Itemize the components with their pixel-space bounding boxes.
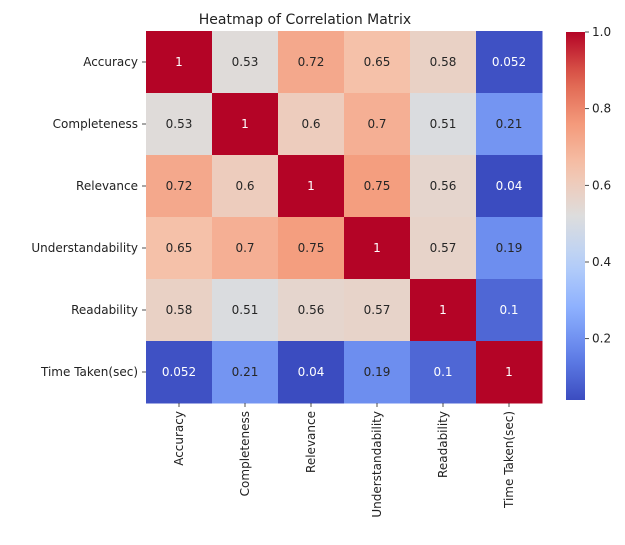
heatmap-cell-label: 0.7 [367,117,386,131]
heatmap-cell-accuracy-time-taken-sec [476,31,543,94]
x-axis-ticks: Accuracy Completeness Relevance Understanda… [172,403,516,518]
x-tick-label-completeness: Completeness [238,411,252,496]
heatmap-cell-label: 1 [373,241,381,255]
heatmap-cell-understandability-accuracy [146,217,213,280]
heatmap-cell-completeness-relevance [278,93,345,156]
y-tick-label-readability: Readability [71,303,138,317]
heatmap-cell-time-taken-sec-accuracy [146,341,213,404]
heatmap-cell-label: 0.1 [433,365,452,379]
heatmap-cell-label: 0.04 [298,365,325,379]
heatmap-cell-accuracy-relevance [278,31,345,94]
heatmap-cell-relevance-time-taken-sec [476,155,543,218]
colorbar-tick-label: 0.2 [592,332,611,346]
heatmap-cell-relevance-readability [410,155,477,218]
heatmap-cell-label: 0.75 [364,179,391,193]
heatmap-cell-label: 0.75 [298,241,325,255]
y-tick-label-relevance: Relevance [76,179,138,193]
heatmap-cell-readability-completeness [212,279,279,342]
heatmap-cell-label: 0.6 [235,179,254,193]
y-tick-label-time-taken-sec: Time Taken(sec) [40,365,138,379]
heatmap-cell-time-taken-sec-understandability [344,341,411,404]
heatmap-cell-label: 0.72 [298,55,325,69]
heatmap-cell-understandability-relevance [278,217,345,280]
heatmap-cell-completeness-understandability [344,93,411,156]
y-tick-label-completeness: Completeness [53,117,138,131]
heatmap-cell-label: 0.7 [235,241,254,255]
heatmap-cell-understandability-time-taken-sec [476,217,543,280]
heatmap-cell-completeness-time-taken-sec [476,93,543,156]
x-tick-label-time-taken-sec: Time Taken(sec) [502,411,516,509]
heatmap-cell-time-taken-sec-relevance [278,341,345,404]
heatmap-cell-label: 0.21 [496,117,523,131]
colorbar-tick-label: 0.8 [592,102,611,116]
heatmap-cell-label: 0.052 [162,365,196,379]
heatmap-cell-readability-time-taken-sec [476,279,543,342]
heatmap-cell-label: 0.65 [166,241,193,255]
y-tick-label-accuracy: Accuracy [83,55,138,69]
heatmap-cell-time-taken-sec-time-taken-sec [476,341,543,404]
heatmap-cell-readability-readability [410,279,477,342]
heatmap-cell-label: 0.65 [364,55,391,69]
x-tick-label-accuracy: Accuracy [172,411,186,466]
heatmap-cell-time-taken-sec-completeness [212,341,279,404]
heatmap-cell-understandability-understandability [344,217,411,280]
heatmap-cell-label: 0.56 [430,179,457,193]
heatmap-cell-label: 0.04 [496,179,523,193]
heatmap-cell-label: 0.58 [430,55,457,69]
heatmap-cell-labels: 1 0.53 0.72 0.65 0.58 0.052 0.53 1 0.6 0.7 0.51 0.2… [162,55,526,379]
heatmap-cell-completeness-readability [410,93,477,156]
heatmap-cell-label: 1 [439,303,447,317]
heatmap-cells [146,31,543,404]
colorbar-gradient [566,32,585,400]
heatmap-cell-relevance-relevance [278,155,345,218]
heatmap-cell-label: 0.19 [496,241,523,255]
heatmap-cell-completeness-completeness [212,93,279,156]
heatmap-cell-label: 0.19 [364,365,391,379]
heatmap-cell-label: 0.21 [232,365,259,379]
heatmap-cell-accuracy-understandability [344,31,411,94]
heatmap-cell-label: 0.57 [430,241,457,255]
heatmap-cell-relevance-understandability [344,155,411,218]
heatmap-cell-label: 1 [241,117,249,131]
heatmap-cell-completeness-accuracy [146,93,213,156]
heatmap-cell-label: 0.72 [166,179,193,193]
heatmap-cell-label: 0.51 [430,117,457,131]
heatmap-cell-label: 1 [307,179,315,193]
x-tick-label-readability: Readability [436,411,450,478]
heatmap-cell-label: 0.56 [298,303,325,317]
heatmap-cell-label: 0.052 [492,55,526,69]
heatmap-cell-readability-accuracy [146,279,213,342]
heatmap-cell-label: 0.53 [232,55,259,69]
y-tick-label-understandability: Understandability [31,241,138,255]
heatmap-cell-understandability-readability [410,217,477,280]
heatmap-cell-label: 0.58 [166,303,193,317]
heatmap-cell-label: 0.53 [166,117,193,131]
colorbar-tick-label: 1.0 [592,25,611,39]
heatmap-cell-label: 1 [505,365,513,379]
heatmap-cell-accuracy-accuracy [146,31,213,94]
heatmap-cell-relevance-accuracy [146,155,213,218]
heatmap-cell-relevance-completeness [212,155,279,218]
colorbar-tick-label: 0.6 [592,178,611,192]
colorbar: 0.2 0.4 0.6 0.8 1.0 [566,25,611,400]
x-tick-label-understandability: Understandability [370,411,384,518]
heatmap-cell-time-taken-sec-readability [410,341,477,404]
x-tick-label-relevance: Relevance [304,411,318,473]
heatmap-cell-label: 0.51 [232,303,259,317]
heatmap-cell-label: 1 [175,55,183,69]
chart-title: Heatmap of Correlation Matrix [199,12,411,28]
heatmap-cell-accuracy-readability [410,31,477,94]
heatmap-cell-label: 0.57 [364,303,391,317]
heatmap-cell-accuracy-completeness [212,31,279,94]
y-axis-ticks: Accuracy Completeness Relevance Understanda… [31,55,146,379]
colorbar-ticks: 0.2 0.4 0.6 0.8 1.0 [585,25,611,346]
heatmap-cell-readability-understandability [344,279,411,342]
heatmap-cell-label: 0.6 [301,117,320,131]
heatmap-cell-understandability-completeness [212,217,279,280]
heatmap-cell-readability-relevance [278,279,345,342]
heatmap-cell-label: 0.1 [499,303,518,317]
colorbar-tick-label: 0.4 [592,255,611,269]
